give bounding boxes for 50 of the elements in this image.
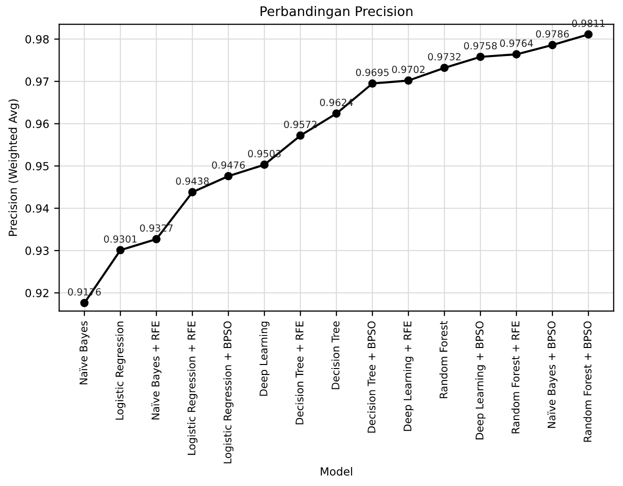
data-label: 0.9786 [536, 30, 569, 38]
x-tick-label: Random Forest + BPSO [583, 321, 592, 442]
point [260, 160, 269, 169]
x-tick-label: Deep Learning [259, 322, 270, 396]
y-tick-label: 0.93 [25, 246, 49, 255]
data-label: 0.9758 [464, 42, 497, 50]
data-label: 0.9695 [356, 68, 389, 76]
y-tick-label: 0.95 [25, 162, 48, 170]
point [296, 131, 305, 140]
x-tick-label: Naïve Bayes + RFE [151, 321, 162, 420]
data-label: 0.9301 [104, 235, 137, 243]
point [152, 234, 161, 244]
point [368, 79, 377, 88]
x-tick-label: Logistic Regression [115, 322, 126, 420]
point [116, 246, 125, 254]
x-tick-label: Random Forest [439, 321, 448, 398]
y-tick-label: 0.94 [25, 204, 49, 213]
point [584, 30, 593, 39]
point [548, 40, 557, 50]
x-tick-label: Decision Tree [331, 321, 340, 390]
x-tick-label: Deep Learning + RFE [403, 321, 414, 431]
point [512, 50, 521, 58]
y-tick-label: 0.92 [25, 288, 48, 298]
x-tick-label: Random Forest + RFE [511, 321, 520, 434]
point [80, 298, 89, 308]
point [332, 109, 341, 118]
data-label: 0.9572 [284, 120, 316, 128]
point [404, 76, 413, 85]
y-tick-label: 0.98 [25, 35, 49, 44]
data-label: 0.9476 [212, 161, 245, 169]
chart-title: Perbandingan Precision [260, 6, 412, 19]
point [188, 188, 197, 196]
point [440, 64, 449, 72]
x-tick-label: Decision Tree + RFE [295, 321, 304, 424]
y-tick-label: 0.96 [25, 120, 49, 128]
x-axis-title: Model [320, 467, 352, 476]
data-label: 0.9764 [500, 40, 533, 47]
data-label: 0.9702 [392, 66, 424, 74]
data-label: 0.9732 [428, 53, 460, 60]
x-tick-label: Logistic Regression + RFE [187, 321, 198, 455]
x-tick-label: Naïve Bayes + BPSO [547, 321, 558, 428]
y-tick-label: 0.97 [25, 77, 49, 86]
point [476, 52, 485, 62]
x-tick-label: Naïve Bayes [79, 321, 90, 384]
x-tick-label: Decision Tree + BPSO [367, 321, 376, 433]
y-axis-title: Precision (Weighted Avg) [8, 99, 20, 236]
x-tick-label: Logistic Regression + BPSO [223, 321, 234, 464]
x-tick-label: Deep Learning + BPSO [475, 321, 486, 440]
data-label: 0.9438 [176, 177, 209, 185]
point [224, 172, 233, 180]
